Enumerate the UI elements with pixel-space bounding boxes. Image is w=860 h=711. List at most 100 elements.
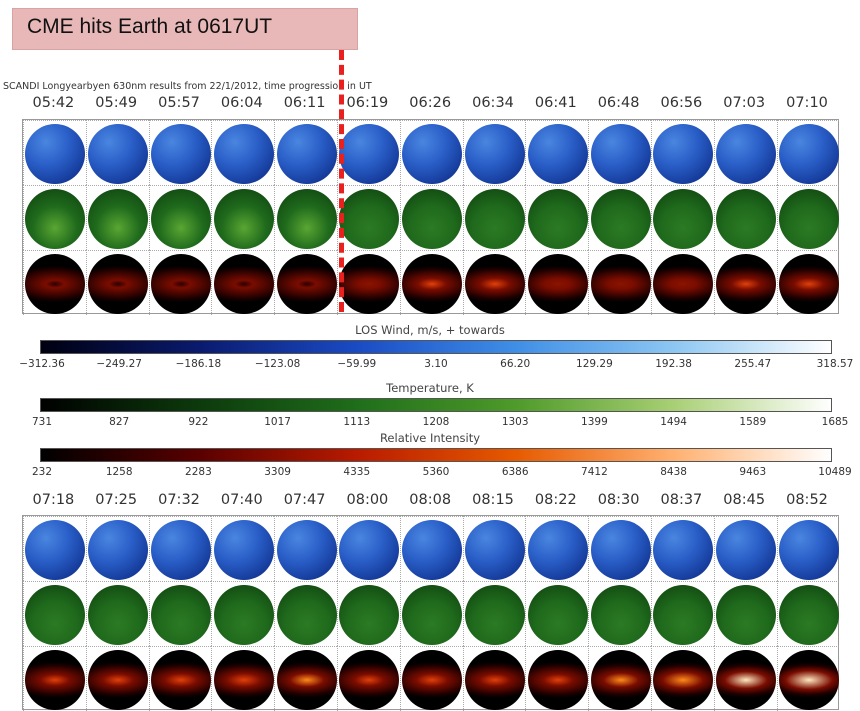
grid-cell [148,250,212,315]
intensity-disk [150,649,211,710]
intensity-disk [25,649,86,710]
grid-cell [399,516,463,581]
wind-disk [150,123,211,184]
grid-cell [274,646,337,711]
grid-cell [776,646,840,711]
wind-disk [527,519,588,580]
grid-cell [23,250,86,315]
colorbar-tick-label: 922 [188,416,209,428]
grid-cell [651,250,714,315]
grid-cell [274,516,337,581]
time-label: 07:03 [723,95,766,111]
temperature-disk [213,584,274,645]
grid-cell [337,646,400,711]
callout-text: CME hits Earth at 0617UT [27,15,273,38]
grid-cell [23,185,86,250]
colorbar-tick-label: 255.47 [734,358,772,370]
time-label: 08:37 [660,492,703,508]
temperature-disk [653,188,714,249]
wind-disk [716,123,777,184]
time-label: 06:26 [409,95,452,111]
grid-cell [651,516,714,581]
grid-cell [274,250,337,315]
colorbar-tick-label: 129.29 [576,358,613,370]
intensity-disk [778,253,839,314]
wind-disk [276,123,337,184]
wind-disk [527,123,588,184]
colorbar-tick-label: 1494 [660,416,687,428]
grid-cell [399,581,463,646]
intensity-disk [590,253,651,314]
intensity-disk [88,253,149,314]
colorbar-tick-label: 827 [109,416,130,428]
colorbar-tick-label: −59.99 [337,358,377,370]
colorbar-tick-label: 318.57 [816,358,854,370]
wind-disk [213,123,274,184]
intensity-disk [778,649,839,710]
wind-disk [464,123,525,184]
figure-title: SCANDI Longyearbyen 630nm results from 2… [3,81,372,92]
temperature-disk [276,584,337,645]
time-label: 05:49 [95,95,138,111]
grid-cell [462,581,526,646]
colorbar-tick-label: 192.38 [655,358,692,370]
grid-cell [525,581,589,646]
temperature-disk [527,584,588,645]
grid-cell [525,646,589,711]
temperature-disk [402,188,463,249]
colorbar [40,398,832,412]
grid-cell [651,120,714,185]
grid-cell [337,120,400,185]
temperature-disk [25,188,86,249]
grid-cell [23,646,86,711]
colorbar-tick-label: 232 [31,466,53,478]
wind-disk [150,519,211,580]
time-label: 06:11 [283,95,326,111]
grid-cell [211,185,275,250]
intensity-disk [88,649,149,710]
temperature-disk [590,188,651,249]
grid-cell [85,581,149,646]
intensity-disk [653,649,714,710]
wind-disk [88,123,149,184]
grid-cell [776,120,840,185]
colorbar-tick-label: 8438 [660,466,687,478]
colorbar-tick-label: 1589 [739,416,767,428]
grid-cell [23,581,86,646]
wind-disk [88,519,149,580]
time-label: 08:30 [597,492,640,508]
time-label: 05:57 [158,95,200,111]
intensity-disk [213,649,274,710]
intensity-disk [716,649,777,710]
colorbar-tick-label: 66.20 [500,358,531,370]
intensity-disk [464,649,525,710]
colorbar-label: LOS Wind, m/s, + towards [355,323,505,337]
intensity-disk [276,253,337,314]
time-label: 08:08 [409,492,452,508]
temperature-disk [716,584,777,645]
grid-cell [337,185,400,250]
grid-cell [588,581,651,646]
grid-cell [462,646,526,711]
grid-cell [274,120,337,185]
colorbar-tick-label: 10489 [818,466,852,478]
time-label: 07:10 [786,95,828,111]
grid-cell [148,120,212,185]
temperature-disk [778,584,839,645]
time-label: 06:41 [534,95,577,111]
wind-disk [590,519,651,580]
wind-disk [653,519,714,580]
grid-cell [713,646,777,711]
grid-cell [337,516,400,581]
time-label: 08:00 [346,492,389,508]
grid-cell [776,185,840,250]
wind-disk [339,123,400,184]
grid-cell [713,250,777,315]
intensity-disk [402,253,463,314]
intensity-disk [464,253,525,314]
grid-cell [651,646,714,711]
grid-cell [399,646,463,711]
grid-cell [462,250,526,315]
time-label: 08:45 [723,492,766,508]
time-label: 07:32 [158,492,200,508]
